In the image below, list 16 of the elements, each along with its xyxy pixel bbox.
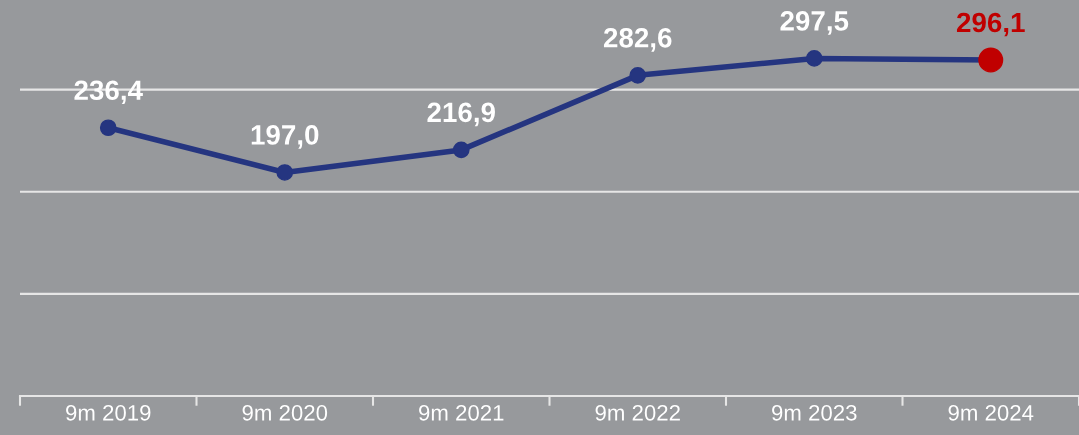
x-tick-label: 9m 2022 (595, 404, 680, 421)
data-label: 296,1 (956, 12, 1025, 37)
x-tick-label: 9m 2023 (772, 404, 857, 421)
x-tick-label: 9m 2024 (948, 404, 1034, 421)
x-tick-label: 9m 2021 (419, 404, 504, 421)
data-label: 216,9 (427, 102, 495, 127)
point (276, 164, 294, 181)
point (452, 141, 470, 159)
x-tick-label: 9m 2019 (66, 404, 151, 421)
x-tick-label: 9m 2020 (242, 404, 328, 421)
data-label: 297,5 (780, 11, 849, 35)
data-label: 282,6 (603, 27, 672, 52)
point (99, 119, 117, 137)
point (629, 67, 647, 84)
point (805, 50, 823, 67)
data-label: 197,0 (251, 125, 319, 149)
